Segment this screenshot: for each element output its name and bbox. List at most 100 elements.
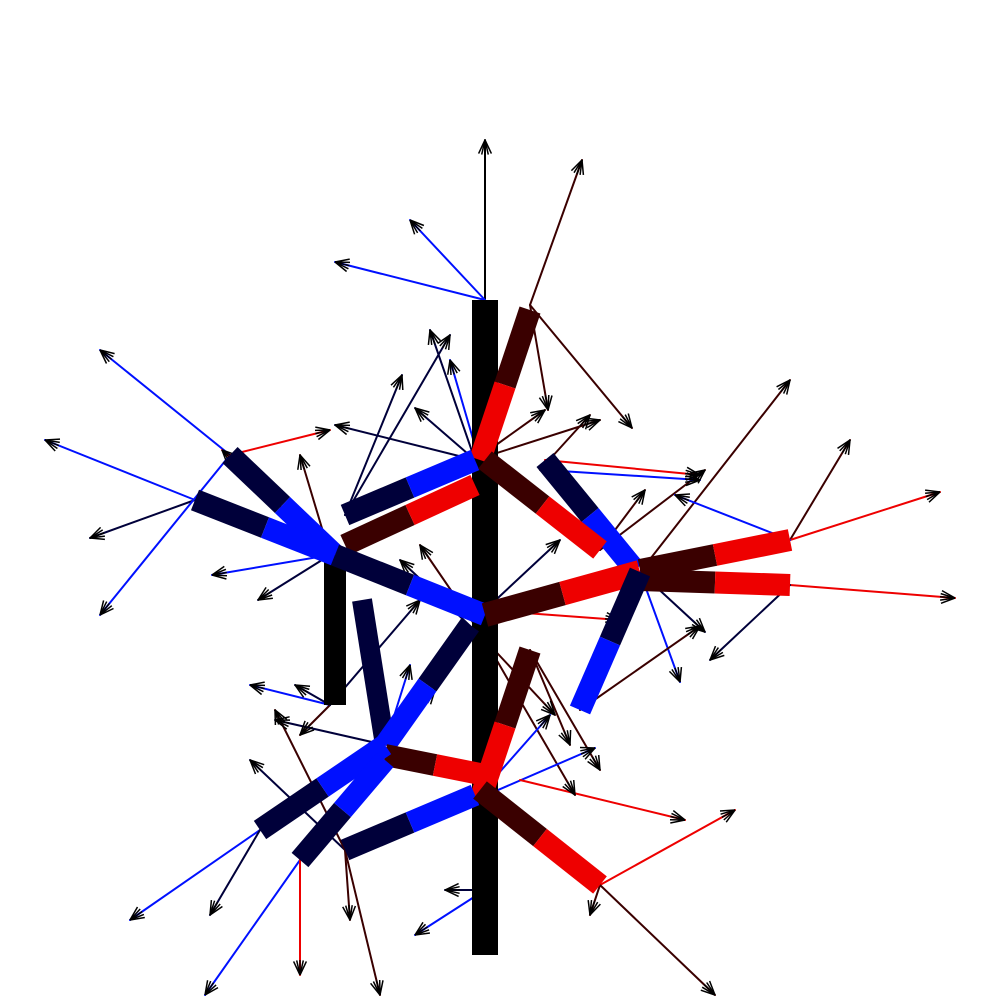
arrow-head bbox=[44, 439, 56, 452]
red-branch-edge-segment bbox=[637, 544, 718, 581]
thin-edge bbox=[519, 779, 686, 821]
arrow-head bbox=[211, 574, 227, 580]
blue-branch-edge-segment bbox=[418, 618, 479, 692]
thin-edge bbox=[99, 454, 231, 616]
blue-branch-edge-segment bbox=[190, 489, 270, 538]
arrow-head bbox=[297, 454, 301, 470]
arrow-head bbox=[399, 664, 411, 677]
arrow-head bbox=[390, 374, 403, 386]
red-branch-edge-segment bbox=[535, 496, 607, 559]
arrow-head bbox=[446, 359, 451, 375]
arrow-head bbox=[274, 719, 288, 730]
arrow-head bbox=[719, 809, 736, 812]
thin-edge bbox=[99, 349, 231, 456]
arrow-head bbox=[925, 489, 941, 493]
red-branch-edge-segment bbox=[340, 505, 415, 555]
thin-edge bbox=[274, 719, 386, 746]
red-branch-edge-segment bbox=[712, 529, 793, 566]
arrow-head bbox=[572, 780, 576, 796]
arrow-head bbox=[549, 700, 556, 716]
arrow-head bbox=[99, 349, 108, 364]
blue-branch-edge-segment bbox=[316, 735, 392, 797]
thin-edge bbox=[344, 374, 403, 516]
blue-branch-edge-segment bbox=[334, 752, 394, 818]
thin-edge bbox=[579, 625, 701, 711]
thin-edge bbox=[789, 491, 941, 541]
arrow-head bbox=[672, 810, 686, 821]
arrow-head bbox=[129, 916, 145, 921]
arrow-head bbox=[530, 409, 546, 414]
thin-edge bbox=[334, 261, 486, 301]
red-branch-edge-segment bbox=[481, 581, 566, 627]
red-branch-edge-segment bbox=[405, 475, 480, 525]
blue-branch-edge-segment bbox=[405, 574, 490, 626]
arrow-head bbox=[597, 755, 601, 771]
thin-edge bbox=[344, 334, 451, 516]
arrow-head bbox=[334, 261, 348, 273]
arrow-head bbox=[349, 905, 357, 921]
arrow-head bbox=[89, 537, 105, 541]
arrow-head bbox=[776, 379, 791, 388]
arrow-head bbox=[294, 684, 305, 698]
red-branch-edge-segment bbox=[382, 744, 438, 776]
arrow-head bbox=[545, 539, 561, 546]
arrow-head bbox=[631, 489, 646, 498]
red-branch-edge-segment bbox=[432, 754, 488, 786]
red-branch-edge-segment bbox=[639, 569, 716, 594]
arrow-head bbox=[589, 903, 601, 916]
arrow-head bbox=[437, 334, 451, 345]
thin-edge bbox=[709, 584, 791, 661]
arrow-head bbox=[414, 407, 422, 423]
arrow-head bbox=[299, 961, 308, 976]
thin-edge bbox=[544, 459, 701, 476]
thin-edge bbox=[409, 219, 486, 301]
thin-edge bbox=[484, 639, 576, 796]
arrow-head bbox=[427, 329, 431, 345]
arrow-head bbox=[379, 980, 384, 996]
thin-edge bbox=[344, 849, 381, 996]
thin-edge bbox=[44, 439, 196, 501]
arrow-head bbox=[685, 625, 701, 630]
arrow-head bbox=[547, 395, 553, 411]
blue-branch-edge-segment bbox=[569, 636, 621, 715]
arrow-head bbox=[405, 599, 421, 607]
arrow-head bbox=[570, 159, 583, 172]
arrow-head bbox=[686, 472, 701, 481]
thin-edge bbox=[674, 494, 791, 541]
arrow-head bbox=[708, 980, 716, 996]
blue-branch-edge-segment bbox=[376, 678, 437, 752]
thin-edge bbox=[334, 424, 476, 461]
arrow-head bbox=[315, 426, 331, 431]
thin-edge bbox=[789, 584, 956, 599]
arrow-head bbox=[674, 494, 686, 507]
thin-edge bbox=[789, 439, 851, 541]
blue-branch-edge-segment bbox=[405, 784, 480, 833]
arrow-head bbox=[409, 219, 416, 235]
red-branch-edge-segment bbox=[473, 781, 547, 847]
arrow-head bbox=[627, 413, 633, 429]
arrow-head bbox=[941, 589, 956, 599]
arrow-head bbox=[299, 729, 315, 736]
red-branch-edge-segment bbox=[494, 646, 541, 729]
arrow-head bbox=[679, 667, 683, 683]
arrow-head bbox=[257, 597, 273, 601]
arrow-head bbox=[698, 617, 706, 633]
arrow-head bbox=[579, 746, 596, 749]
blue-branch-edge-segment bbox=[330, 544, 415, 596]
thin-edge bbox=[209, 829, 261, 916]
arrow-head bbox=[690, 469, 706, 474]
blue-branch-edge-segment bbox=[536, 453, 599, 522]
thin-edge bbox=[599, 884, 716, 996]
thin-edge bbox=[129, 829, 261, 921]
red-branch-edge-segment bbox=[533, 828, 607, 894]
arrow-head bbox=[709, 654, 725, 661]
thin-edge bbox=[89, 499, 196, 539]
dark-branch-edge bbox=[352, 598, 395, 747]
thin-edge bbox=[211, 554, 331, 576]
blue-branch-edge-segment bbox=[340, 812, 415, 861]
arrow-head bbox=[209, 905, 223, 916]
arrow-head bbox=[249, 684, 263, 696]
thin-edge bbox=[529, 649, 571, 746]
